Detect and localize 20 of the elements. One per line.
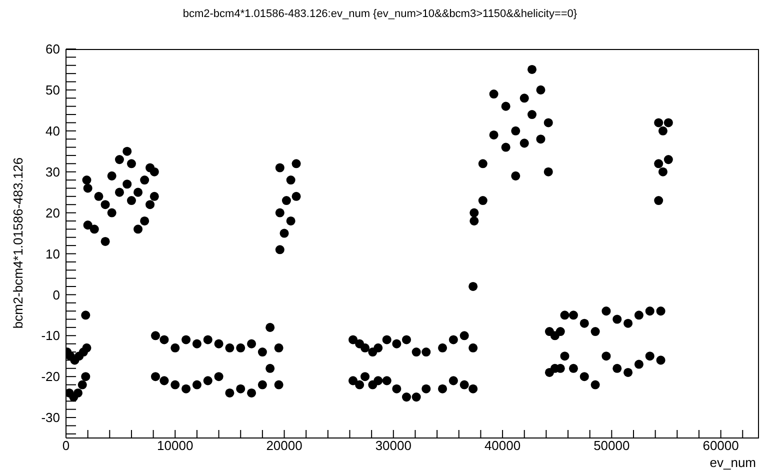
x-tick-label: 50000: [594, 438, 630, 454]
x-tick-label: 10000: [157, 438, 194, 454]
y-tick-label: 0: [52, 287, 60, 302]
y-tick-label: -30: [41, 410, 60, 426]
y-tick-label: 20: [46, 205, 60, 220]
y-tick-label: 60: [46, 42, 60, 57]
x-tick-label: 0: [62, 438, 70, 454]
y-tick-label: 30: [46, 164, 60, 180]
chart-title: bcm2-bcm4*1.01586-483.126:ev_num {ev_num>10&&bcm3>1150&&helicity==0}: [182, 8, 578, 20]
y-tick-label: 10: [46, 246, 60, 262]
x-tick-label: 40000: [484, 438, 521, 454]
y-tick-label: -20: [41, 369, 60, 384]
x-axis-title: ev_num: [710, 455, 756, 470]
y-tick-label: -10: [41, 328, 60, 344]
x-tick-label: 20000: [266, 438, 302, 454]
x-tick-label: 30000: [375, 438, 412, 454]
y-tick-label: 40: [46, 124, 60, 139]
y-axis-title: bcm2-bcm4*1.01586-483.126: [10, 157, 26, 329]
y-tick-label: 50: [46, 82, 60, 98]
x-tick-label: 60000: [702, 438, 739, 454]
